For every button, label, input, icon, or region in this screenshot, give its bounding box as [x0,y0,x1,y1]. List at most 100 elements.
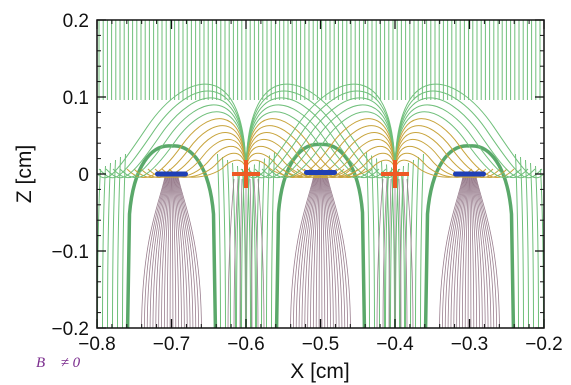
field-line-inner [472,173,486,328]
field-line-outer [401,173,405,328]
field-line-outer [247,171,251,328]
field-line-arc [140,132,247,178]
field-line-outer [112,159,116,328]
field-lines [97,20,549,333]
field-line-arc [245,83,401,179]
field-line-inner [166,173,172,328]
field-line-inner [290,172,315,328]
charge-markers [155,160,486,188]
field-line-arc [394,125,508,178]
field-line-inner [467,173,470,328]
field-line-inner [322,172,334,328]
field-line-inner [320,172,326,328]
field-line-inner [450,173,467,328]
field-line-inner [475,173,500,328]
field-line-inner [173,173,185,328]
field-line-arc [289,132,396,178]
field-line-boundary [274,142,321,328]
field-line-inner [171,173,177,328]
field-line-inner [323,172,340,328]
field-line-inner [144,173,167,328]
y-tick-label: −0.1 [51,242,89,263]
field-line-inner [473,173,495,328]
field-line-inner [298,172,317,328]
field-line-inner [469,173,475,328]
field-line-inner [320,172,323,328]
field-line-arc [161,152,247,178]
field-line-inner [175,173,194,328]
positive-charge-marker [381,160,409,188]
field-line-outer [525,159,529,328]
field-line-outer [107,162,111,328]
field-line-inner [239,178,243,328]
field-line-inner [447,173,466,328]
field-line-inner [318,172,321,328]
field-line-inner [141,173,166,328]
field-line-inner [174,173,188,328]
field-annotation: B⃗ ≠ 0 [36,355,81,371]
field-line-inner [323,172,337,328]
field-line-outer [232,162,236,328]
field-line-inner [249,178,253,328]
field-line-inner [471,173,483,328]
field-line-inner [301,172,318,328]
field-line-outer [271,152,275,328]
y-tick-label: 0.2 [63,11,89,32]
field-line-outer [390,171,394,328]
field-line-boundary [423,144,470,328]
field-line-outer [242,168,246,328]
field-line-outer [227,159,231,328]
field-line-inner [155,173,169,328]
field-line-inner [471,173,480,328]
y-tick-label: −0.2 [51,319,89,340]
field-line-arc [245,104,380,179]
field-line-inner [469,173,472,328]
field-line-inner [175,173,197,328]
x-axis-label: X [cm] [290,360,350,383]
field-line-inner [152,173,169,328]
field-line-outer [530,162,534,328]
field-line-inner [388,178,392,328]
field-line-arc [394,118,515,178]
field-line-inner [398,178,402,328]
field-line-inner [169,173,172,328]
field-line-outer [241,170,245,328]
field-line-arc [394,104,529,179]
x-tick-label: −0.6 [227,334,265,355]
field-line-inner [326,172,351,328]
field-line-inner [472,173,489,328]
field-line-inner [376,178,384,328]
field-line-outer [122,153,126,328]
field-line-outer [371,155,375,328]
field-line-inner [324,172,343,328]
field-line-arc [98,90,247,179]
field-line-inner [315,172,321,328]
field-line-inner [382,178,388,328]
field-line-inner [253,178,259,328]
field-line-arc [275,118,396,178]
field-line-arc [310,152,396,178]
field-line-inner [172,173,180,328]
field-line-arc [394,97,536,179]
field-line-boundary [320,142,367,328]
field-line-inner [310,172,319,328]
field-line-inner [321,172,329,328]
field-line-outer [261,158,265,328]
field-line-arc [97,83,247,179]
field-line-arc [247,90,396,179]
field-line-inner [177,173,202,328]
field-line-outer [546,172,549,333]
field-line-arc [394,132,501,178]
field-line-inner [307,172,319,328]
field-line-boundary [125,144,172,328]
field-line-inner [149,173,168,328]
field-line-inner [461,173,469,328]
field-line-inner [304,172,318,328]
field-line-inner [324,172,346,328]
field-line-boundary [171,144,218,328]
field-line-inner [322,172,331,328]
field-line-inner [293,172,316,328]
field-line-outer [102,165,106,328]
field-line-outer [222,156,226,328]
field-line-arc [112,104,247,179]
